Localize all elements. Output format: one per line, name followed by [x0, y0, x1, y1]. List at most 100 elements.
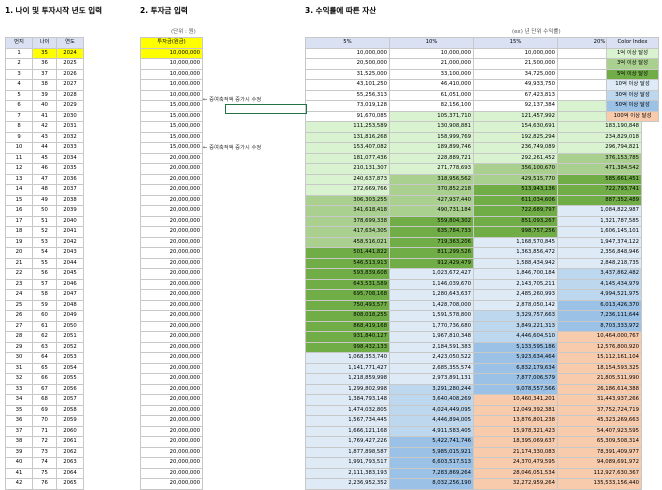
asset-cell[interactable]: 26,186,614,388 — [557, 383, 642, 395]
age-cell[interactable]: 2060 — [56, 425, 84, 437]
asset-cell[interactable]: 1,363,856,472 — [473, 247, 558, 259]
asset-cell[interactable]: 94,089,691,972 — [557, 457, 642, 469]
age-cell[interactable]: 2047 — [56, 289, 84, 301]
age-cell[interactable]: 12 — [5, 163, 33, 175]
asset-cell[interactable]: 34,725,000 — [473, 68, 558, 80]
asset-cell[interactable]: 4,446,604,510 — [473, 331, 558, 343]
asset-cell[interactable]: 868,419,168 — [305, 320, 390, 332]
asset-cell[interactable]: 12,576,800,920 — [557, 341, 642, 353]
asset-cell[interactable]: 15,978,321,423 — [473, 425, 558, 437]
invest-cell[interactable]: 20,000,000 — [140, 173, 203, 185]
invest-cell[interactable]: 20,000,000 — [140, 373, 203, 385]
age-cell[interactable]: 27 — [5, 320, 33, 332]
asset-cell[interactable]: 18,395,069,637 — [473, 436, 558, 448]
asset-cell[interactable]: 1,068,353,740 — [305, 352, 390, 364]
asset-cell[interactable]: 341,618,418 — [305, 205, 390, 217]
asset-cell[interactable]: 24,370,479,595 — [473, 457, 558, 469]
invest-cell[interactable]: 10,000,000 — [140, 58, 203, 70]
asset-cell[interactable]: 73,019,128 — [305, 100, 390, 112]
age-cell[interactable]: 2035 — [56, 163, 84, 175]
asset-cell[interactable]: 21,805,511,990 — [557, 373, 642, 385]
asset-cell[interactable]: 5,133,595,186 — [473, 341, 558, 353]
invest-cell[interactable]: 20,000,000 — [140, 425, 203, 437]
invest-cell[interactable]: 20,000,000 — [140, 310, 203, 322]
asset-cell[interactable]: 32,272,959,264 — [473, 478, 558, 490]
age-cell[interactable]: 2044 — [56, 257, 84, 269]
asset-cell[interactable]: 1,877,898,587 — [305, 446, 390, 458]
asset-cell[interactable]: 10,464,000,767 — [557, 331, 642, 343]
age-cell[interactable]: 15 — [5, 194, 33, 206]
asset-cell[interactable]: 318,956,562 — [389, 173, 474, 185]
invest-cell[interactable]: 20,000,000 — [140, 268, 203, 280]
age-cell[interactable]: 2053 — [56, 352, 84, 364]
age-cell[interactable]: 2038 — [56, 194, 84, 206]
asset-cell[interactable]: 1,141,771,427 — [305, 362, 390, 374]
asset-cell[interactable]: 7,283,869,264 — [389, 467, 474, 479]
asset-cell[interactable]: 2,973,891,131 — [389, 373, 474, 385]
age-cell[interactable]: 49 — [32, 194, 57, 206]
asset-cell[interactable]: 490,731,184 — [389, 205, 474, 217]
asset-cell[interactable]: 635,784,733 — [389, 226, 474, 238]
asset-cell[interactable]: 4,994,521,975 — [557, 289, 642, 301]
age-cell[interactable]: 21 — [5, 257, 33, 269]
age-cell[interactable]: 2024 — [56, 47, 84, 59]
age-cell[interactable]: 67 — [32, 383, 57, 395]
age-cell[interactable]: 2058 — [56, 404, 84, 416]
asset-cell[interactable]: 4,911,583,405 — [389, 425, 474, 437]
asset-cell[interactable]: 91,670,085 — [305, 110, 390, 122]
asset-cell[interactable]: 417,634,305 — [305, 226, 390, 238]
age-cell[interactable]: 69 — [32, 404, 57, 416]
asset-cell[interactable]: 130,908,881 — [389, 121, 474, 133]
asset-cell[interactable]: 501,441,822 — [305, 247, 390, 259]
asset-cell[interactable]: 234,829,018 — [557, 131, 642, 143]
age-cell[interactable]: 2039 — [56, 205, 84, 217]
asset-cell[interactable]: 611,034,606 — [473, 194, 558, 206]
asset-cell[interactable]: 21,174,330,083 — [473, 446, 558, 458]
asset-cell[interactable]: 154,630,691 — [473, 121, 558, 133]
age-cell[interactable]: 2056 — [56, 383, 84, 395]
asset-cell[interactable]: 429,515,770 — [473, 173, 558, 185]
age-cell[interactable]: 25 — [5, 299, 33, 311]
invest-cell[interactable]: 20,000,000 — [140, 278, 203, 290]
age-cell[interactable]: 60 — [32, 310, 57, 322]
age-cell[interactable]: 59 — [32, 299, 57, 311]
age-cell[interactable]: 43 — [32, 131, 57, 143]
asset-cell[interactable]: 1,769,427,226 — [305, 436, 390, 448]
age-cell[interactable]: 39 — [5, 446, 33, 458]
asset-cell[interactable]: 513,943,136 — [473, 184, 558, 196]
asset-cell[interactable]: 722,793,741 — [557, 184, 642, 196]
asset-cell[interactable]: 2,685,355,574 — [389, 362, 474, 374]
asset-cell[interactable]: 31,525,000 — [305, 68, 390, 80]
age-cell[interactable]: 30 — [5, 352, 33, 364]
age-cell[interactable]: 65 — [32, 362, 57, 374]
age-cell[interactable]: 72 — [32, 436, 57, 448]
age-cell[interactable]: 41 — [32, 110, 57, 122]
asset-cell[interactable]: 18,154,593,325 — [557, 362, 642, 374]
asset-cell[interactable]: 376,153,785 — [557, 152, 642, 164]
asset-cell[interactable]: 2,848,218,735 — [557, 257, 642, 269]
asset-cell[interactable]: 111,253,589 — [305, 121, 390, 133]
invest-cell[interactable]: 20,000,000 — [140, 362, 203, 374]
asset-cell[interactable]: 37,752,724,719 — [557, 404, 642, 416]
asset-cell[interactable]: 10,000,000 — [473, 47, 558, 59]
age-cell[interactable]: 42 — [5, 478, 33, 490]
invest-cell[interactable]: 20,000,000 — [140, 352, 203, 364]
asset-cell[interactable]: 370,852,218 — [389, 184, 474, 196]
asset-cell[interactable]: 998,757,256 — [473, 226, 558, 238]
asset-cell[interactable]: 15,112,161,104 — [557, 352, 642, 364]
asset-cell[interactable]: 272,669,766 — [305, 184, 390, 196]
age-cell[interactable]: 61 — [32, 320, 57, 332]
asset-cell[interactable]: 643,531,589 — [305, 278, 390, 290]
asset-cell[interactable]: 2,184,591,383 — [389, 341, 474, 353]
age-cell[interactable]: 2052 — [56, 341, 84, 353]
age-cell[interactable]: 14 — [5, 184, 33, 196]
asset-cell[interactable]: 378,699,338 — [305, 215, 390, 227]
age-cell[interactable]: 2062 — [56, 446, 84, 458]
invest-cell[interactable]: 20,000,000 — [140, 341, 203, 353]
asset-cell[interactable]: 546,513,913 — [305, 257, 390, 269]
asset-cell[interactable]: 719,363,206 — [389, 236, 474, 248]
asset-cell[interactable]: 49,933,750 — [473, 79, 558, 91]
age-cell[interactable]: 2029 — [56, 100, 84, 112]
asset-cell[interactable]: 10,460,341,201 — [473, 394, 558, 406]
age-cell[interactable]: 55 — [32, 257, 57, 269]
